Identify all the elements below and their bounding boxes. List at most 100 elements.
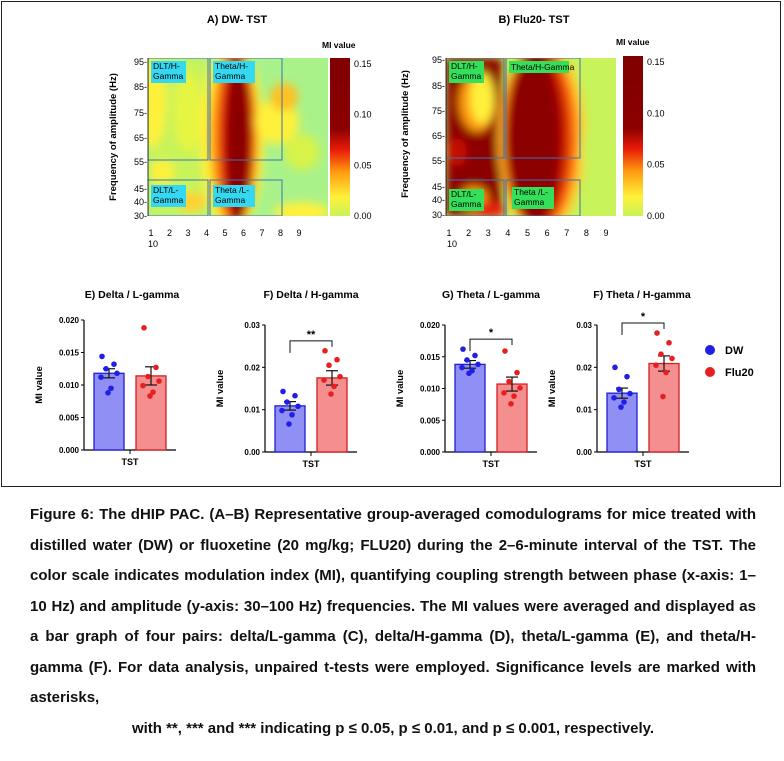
data-point (464, 357, 470, 363)
xtick-label: 7 (564, 228, 569, 238)
y-axis-label: MI value (547, 370, 558, 408)
ytick-label: 0.005 (420, 416, 441, 425)
xtick-label: 8 (584, 228, 589, 238)
data-point (284, 399, 290, 405)
xtick-label: 2 (466, 228, 471, 238)
comodulogram-a-region-labels: DLT/H-Gamma Theta/H-Gamma DLT/L-Gamma Th… (151, 61, 255, 207)
x-axis-label: TST (122, 457, 140, 467)
xtick-label: 6 (545, 228, 550, 238)
xtick-label: 3 (486, 228, 491, 238)
data-point (334, 356, 340, 363)
region-label: Theta /L-Gamma (514, 187, 548, 207)
xtick-label: 4 (204, 228, 209, 238)
data-point (286, 421, 292, 427)
ytick-label: 0.02 (576, 363, 592, 372)
data-point (141, 325, 147, 331)
colorbar-a: MI value 0.15 0.10 0.05 0.00 (322, 40, 372, 221)
comodulogram-a: A) DW- TST (108, 14, 328, 249)
colorbar-a-title: MI value (322, 40, 356, 50)
colorbar-b-title: MI value (616, 37, 650, 47)
bar-flu20 (135, 375, 167, 451)
ytick-label: 0.010 (59, 381, 80, 390)
colorbar-tick-label: 0.10 (354, 110, 372, 120)
ytick-label: 45- (134, 184, 147, 194)
data-point (322, 348, 328, 354)
data-point (328, 391, 334, 397)
data-point (145, 373, 151, 380)
region-label: DLT/L-Gamma (451, 189, 482, 209)
bar-dw (274, 405, 306, 453)
data-point (666, 339, 672, 346)
data-point (153, 364, 159, 371)
data-point (621, 399, 627, 405)
data-point (514, 369, 520, 376)
caption-main: Figure 6: The dHIP PAC. (A–B) Representa… (30, 506, 756, 706)
data-point (331, 383, 337, 390)
colorbar-b-ticks: 0.15 0.10 0.05 0.00 (647, 57, 665, 221)
data-point (501, 390, 507, 396)
xtick-label: 3 (185, 228, 190, 238)
data-point (326, 362, 332, 369)
data-point (658, 351, 664, 358)
data-point (616, 386, 622, 393)
ytick-label: 40- (134, 197, 147, 207)
xtick-label: 6 (241, 228, 246, 238)
data-point (611, 395, 617, 401)
figure-canvas: A) DW- TST (34, 14, 754, 469)
bar-chart-title: F) Delta / H-gamma (263, 289, 358, 301)
ytick-label: 0.00 (244, 448, 260, 457)
data-point (140, 382, 146, 389)
xtick-label: 5 (525, 228, 530, 238)
y-axis-label: MI value (395, 370, 406, 408)
colorbar-a-ticks: 0.15 0.10 0.05 0.00 (354, 59, 372, 221)
ytick-label: 0.000 (59, 446, 80, 455)
x-axis-label: TST (483, 459, 501, 469)
y-axis-label: MI value (34, 366, 45, 404)
ytick-label: 75- (134, 108, 147, 118)
colorbar-tick-label: 0.05 (647, 160, 665, 170)
xtick-label: 1 (148, 228, 153, 238)
data-point (654, 330, 660, 336)
comodulogram-a-title: A) DW- TST (207, 14, 268, 26)
colorbar-tick-label: 0.10 (647, 108, 665, 118)
bar-chart-title: G) Theta / L-gamma (442, 289, 540, 301)
ytick-label: 0.015 (420, 353, 441, 362)
data-point (156, 378, 162, 384)
ytick-label: 45- (432, 182, 445, 192)
ytick-label: 75- (432, 106, 445, 116)
comodulogram-a-xtick-extra: 10 (148, 239, 158, 249)
data-point (459, 364, 465, 371)
data-point (475, 361, 481, 368)
comodulogram-b-heatmap (446, 58, 616, 216)
significance-label: ** (307, 329, 316, 341)
comodulogram-b-xticks: 1 2 3 4 5 6 7 8 9 (446, 228, 608, 238)
data-point (506, 378, 512, 385)
bar-chart-4: F) Theta / H-gamma 0.03 0.02 0.01 0.00 MI val… (547, 289, 691, 469)
bar-chart-2: F) Delta / H-gamma 0.03 0.02 0.01 0.00 MI val… (215, 289, 359, 469)
data-point (111, 361, 117, 368)
significance-label: * (489, 327, 494, 339)
y-axis-label: MI value (215, 370, 226, 408)
comodulogram-a-ylabel: Frequency of amplitude (Hz) (108, 73, 119, 201)
figure-caption: Figure 6: The dHIP PAC. (A–B) Representa… (30, 500, 756, 744)
data-point (466, 370, 472, 377)
comodulogram-b-title: B) Flu20- TST (499, 14, 570, 26)
colorbar-tick-label: 0.00 (354, 211, 372, 221)
comodulogram-b-region-labels: DLT/H-Gamma Theta/H-Gamma DLT/L-Gamma Th… (449, 61, 575, 211)
comodulogram-b-xtick-extra: 10 (447, 239, 457, 249)
legend-label-flu20: Flu20 (725, 367, 754, 379)
significance-bracket (289, 340, 333, 353)
bar-chart-3: G) Theta / L-gamma 0.020 0.015 0.010 0.005 0.… (395, 289, 540, 469)
legend-label-dw: DW (725, 345, 744, 357)
data-point (508, 400, 514, 407)
legend: DW Flu20 (705, 345, 754, 379)
data-point (280, 388, 286, 395)
region-label: DLT/H-Gamma (451, 61, 482, 81)
data-point (612, 364, 618, 371)
region-label: DLT/L-Gamma (153, 185, 184, 205)
comodulogram-b-ylabel: Frequency of amplitude (Hz) (400, 70, 411, 198)
caption-last-line: with **, *** and *** indicating p ≤ 0.05… (131, 719, 655, 737)
x-axis-label: TST (303, 459, 321, 469)
comodulogram-a-heatmap (148, 58, 328, 216)
bar-dw (454, 363, 486, 453)
